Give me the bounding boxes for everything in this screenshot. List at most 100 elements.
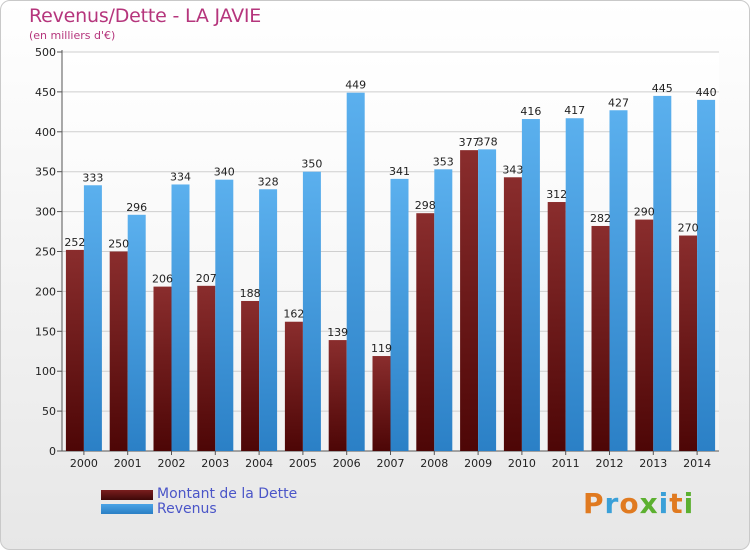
value-label-revenue: 340	[214, 166, 235, 179]
bar-revenue	[478, 149, 497, 451]
legend-label-debt: Montant de la Dette	[157, 486, 298, 502]
x-tick-label: 2006	[333, 457, 361, 470]
x-tick-label: 2000	[70, 457, 98, 470]
value-label-revenue: 449	[345, 79, 366, 92]
value-label-debt: 298	[415, 199, 436, 212]
y-tick-label: 0	[49, 445, 56, 458]
value-label-debt: 270	[678, 222, 699, 235]
value-label-revenue: 378	[477, 135, 498, 148]
bar-revenue	[434, 169, 453, 451]
logo-letter: i	[658, 487, 670, 520]
value-label-debt: 312	[546, 188, 567, 201]
value-label-debt: 207	[196, 272, 217, 285]
bar-debt	[109, 251, 128, 451]
bar-debt	[460, 150, 479, 452]
value-label-revenue: 333	[82, 171, 103, 184]
bar-debt	[65, 249, 84, 451]
bar-revenue	[697, 99, 716, 451]
y-tick-label: 450	[35, 86, 56, 99]
value-label-revenue: 296	[126, 201, 147, 214]
y-tick-label: 250	[35, 246, 56, 259]
value-label-debt: 290	[634, 206, 655, 219]
value-label-revenue: 334	[170, 170, 191, 183]
proxiti-logo: Proxiti	[583, 487, 694, 520]
logo-letter: P	[583, 487, 605, 520]
bar-revenue	[521, 119, 540, 452]
bar-debt	[372, 356, 391, 451]
x-tick-label: 2001	[114, 457, 142, 470]
bar-revenue	[259, 189, 278, 452]
logo-letter: i	[683, 487, 695, 520]
bar-revenue	[302, 171, 321, 451]
bar-debt	[591, 225, 610, 451]
y-tick-label: 300	[35, 206, 56, 219]
x-tick-label: 2011	[552, 457, 580, 470]
bar-revenue	[215, 179, 234, 451]
bar-revenue	[609, 110, 628, 451]
bar-debt	[503, 177, 522, 451]
value-label-debt: 188	[240, 287, 261, 300]
bar-revenue	[346, 92, 365, 451]
bar-revenue	[171, 184, 190, 451]
value-label-revenue: 427	[608, 96, 629, 109]
x-tick-label: 2005	[289, 457, 317, 470]
bar-revenue	[653, 95, 672, 451]
logo-letter: t	[669, 487, 684, 520]
logo-letter: r	[604, 487, 620, 520]
value-label-revenue: 350	[301, 158, 322, 171]
x-tick-label: 2010	[508, 457, 536, 470]
value-label-revenue: 440	[696, 86, 717, 99]
bar-debt	[328, 340, 347, 451]
chart-subtitle: (en milliers d'€)	[29, 29, 116, 42]
x-tick-label: 2009	[464, 457, 492, 470]
y-tick-label: 100	[35, 365, 56, 378]
x-tick-label: 2008	[420, 457, 448, 470]
bar-revenue	[83, 185, 102, 452]
value-label-debt: 250	[108, 238, 129, 251]
value-label-debt: 377	[459, 136, 480, 149]
y-tick-label: 400	[35, 126, 56, 139]
value-label-debt: 162	[283, 308, 304, 321]
y-tick-label: 350	[35, 166, 56, 179]
value-label-revenue: 328	[258, 175, 279, 188]
value-label-revenue: 416	[520, 105, 541, 118]
value-label-revenue: 341	[389, 165, 410, 178]
value-label-revenue: 445	[652, 82, 673, 95]
y-tick-label: 200	[35, 285, 56, 298]
bar-debt	[635, 219, 654, 451]
value-label-revenue: 353	[433, 155, 454, 168]
x-tick-label: 2002	[158, 457, 186, 470]
y-tick-label: 50	[42, 405, 56, 418]
bar-debt	[547, 202, 566, 451]
value-label-debt: 252	[64, 236, 85, 249]
y-tick-label: 500	[35, 46, 56, 59]
value-label-debt: 139	[327, 326, 348, 339]
logo-letter: x	[639, 487, 659, 520]
legend-swatch-debt	[101, 490, 153, 500]
value-label-debt: 119	[371, 342, 392, 355]
bar-revenue	[127, 214, 146, 451]
logo-letter: o	[619, 487, 640, 520]
value-label-debt: 282	[590, 212, 611, 225]
y-tick-label: 150	[35, 325, 56, 338]
bar-revenue	[390, 178, 409, 451]
value-label-debt: 206	[152, 273, 173, 286]
x-tick-label: 2014	[683, 457, 711, 470]
value-label-debt: 343	[502, 163, 523, 176]
bar-revenue	[565, 118, 584, 451]
bar-debt	[197, 285, 216, 451]
x-tick-label: 2012	[596, 457, 624, 470]
x-tick-label: 2003	[201, 457, 229, 470]
bar-debt	[416, 213, 435, 451]
bar-debt	[241, 300, 260, 451]
bar-debt	[679, 235, 698, 451]
value-label-revenue: 417	[564, 104, 585, 117]
x-tick-label: 2007	[377, 457, 405, 470]
x-tick-label: 2004	[245, 457, 273, 470]
chart-title: Revenus/Dette - LA JAVIE	[29, 5, 262, 27]
x-tick-label: 2013	[639, 457, 667, 470]
bar-debt	[153, 286, 172, 451]
legend-label-revenue: Revenus	[157, 501, 217, 517]
